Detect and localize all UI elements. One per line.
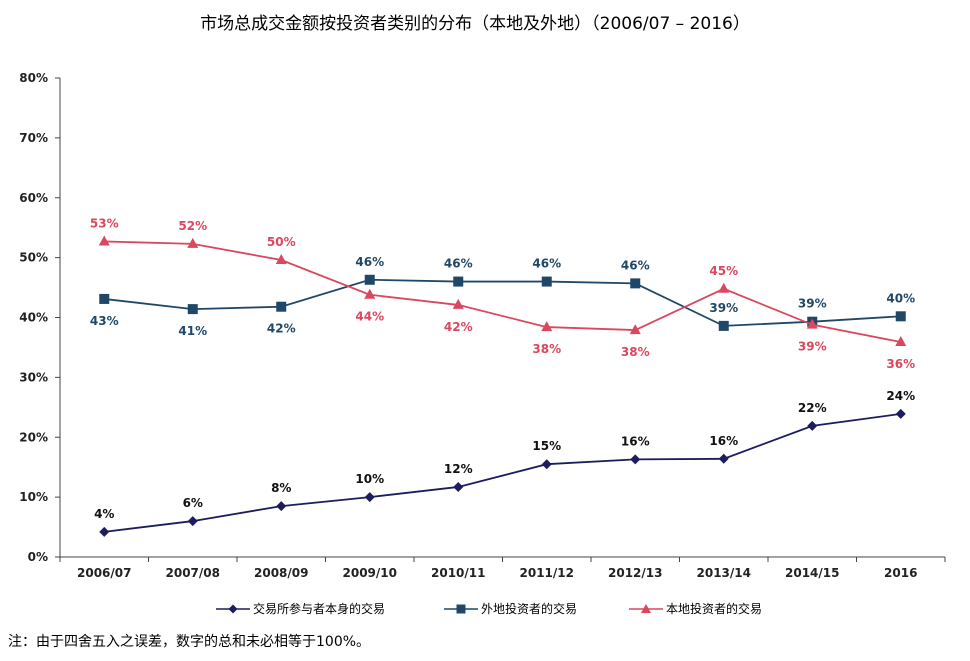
data-label: 53% — [90, 216, 119, 230]
x-tick-label: 2013/14 — [697, 566, 751, 580]
data-point — [452, 298, 464, 309]
data-label: 42% — [444, 320, 473, 334]
y-tick-label: 80% — [19, 71, 48, 85]
legend-label: 外地投资者的交易 — [481, 601, 577, 616]
data-point — [806, 318, 818, 329]
x-tick-label: 2014/15 — [785, 566, 839, 580]
chart-title: 市场总成交金额按投资者类别的分布（本地及外地）（2006/07 – 2016） — [200, 14, 750, 34]
data-label: 52% — [178, 219, 207, 233]
data-point — [895, 408, 906, 419]
data-label: 46% — [355, 255, 384, 269]
data-label: 46% — [532, 257, 561, 271]
data-point — [895, 311, 906, 322]
x-tick-label: 2009/10 — [343, 566, 397, 580]
data-point — [276, 301, 287, 312]
data-label: 38% — [621, 345, 650, 359]
data-point — [364, 274, 375, 285]
y-tick-label: 60% — [19, 191, 48, 205]
x-tick-label: 2011/12 — [520, 566, 574, 580]
y-tick-label: 0% — [28, 550, 48, 564]
data-label: 39% — [798, 297, 827, 311]
y-tick-label: 30% — [19, 370, 48, 384]
data-label: 46% — [444, 257, 473, 271]
data-label: 46% — [621, 258, 650, 272]
x-tick-label: 2007/08 — [166, 566, 220, 580]
data-point — [453, 481, 464, 492]
legend-label: 本地投资者的交易 — [666, 601, 762, 616]
data-label: 50% — [267, 235, 296, 249]
data-point — [187, 516, 198, 527]
data-label: 38% — [532, 342, 561, 356]
data-label: 24% — [886, 389, 915, 403]
y-tick-label: 10% — [19, 490, 48, 504]
data-point — [718, 282, 730, 293]
series-line-3 — [104, 240, 901, 343]
data-point — [718, 320, 729, 331]
legend-item-participants: 交易所参与者本身的交易 — [216, 601, 385, 616]
data-point — [275, 254, 287, 265]
data-point — [276, 501, 287, 512]
data-point — [895, 336, 907, 347]
legend-item-foreign: 外地投资者的交易 — [444, 601, 577, 616]
x-tick-label: 2008/09 — [254, 566, 308, 580]
x-tick-label: 2012/13 — [608, 566, 662, 580]
x-tick-label: 2010/11 — [431, 566, 485, 580]
series-line-2 — [104, 278, 901, 327]
data-label: 36% — [886, 357, 915, 371]
data-label: 10% — [355, 472, 384, 486]
legend-item-local: 本地投资者的交易 — [629, 601, 762, 616]
data-label: 42% — [267, 322, 296, 336]
data-point — [630, 278, 641, 289]
data-point — [364, 492, 375, 503]
data-label: 16% — [709, 434, 738, 448]
square-marker-icon — [456, 604, 466, 614]
x-tick-label: 2006/07 — [77, 566, 131, 580]
data-label: 45% — [709, 264, 738, 278]
data-label: 6% — [183, 496, 203, 510]
data-point — [187, 237, 199, 248]
data-label: 4% — [94, 507, 114, 521]
data-label: 39% — [798, 340, 827, 354]
data-point — [630, 454, 641, 465]
data-label: 16% — [621, 434, 650, 448]
data-point — [541, 459, 552, 470]
y-tick-label: 50% — [19, 251, 48, 265]
series-group — [98, 235, 907, 537]
data-label: 43% — [90, 314, 119, 328]
data-point — [453, 276, 464, 287]
data-label: 12% — [444, 462, 473, 476]
data-point — [629, 324, 641, 335]
legend-label: 交易所参与者本身的交易 — [253, 601, 385, 616]
triangle-marker-icon — [641, 604, 651, 613]
data-label: 40% — [886, 291, 915, 305]
data-point — [98, 235, 110, 246]
y-tick-label: 20% — [19, 430, 48, 444]
y-axis: 0% 10% 20% 30% 40% 50% 60% 70% 80% — [19, 71, 60, 564]
data-label: 15% — [532, 439, 561, 453]
data-label: 39% — [709, 301, 738, 315]
data-point — [364, 288, 376, 299]
data-point — [187, 304, 198, 315]
data-label: 44% — [355, 310, 384, 324]
y-tick-label: 40% — [19, 311, 48, 325]
data-point — [99, 526, 110, 537]
diamond-marker-icon — [228, 604, 238, 614]
x-axis: 2006/07 2007/08 2008/09 2009/10 2010/11 2011/… — [59, 557, 946, 580]
x-tick-label: 2016 — [884, 566, 917, 580]
data-label: 41% — [178, 324, 207, 338]
data-label: 8% — [271, 481, 291, 495]
data-point — [541, 276, 552, 287]
data-point — [807, 420, 818, 431]
data-point — [541, 321, 553, 332]
y-tick-label: 70% — [19, 131, 48, 145]
footnote: 注：由于四舍五入之误差，数字的总和未必相等于100%。 — [8, 634, 371, 650]
legend: 交易所参与者本身的交易 外地投资者的交易 本地投资者的交易 — [216, 601, 762, 616]
data-label: 22% — [798, 401, 827, 415]
data-point — [718, 453, 729, 464]
data-point — [99, 293, 110, 304]
data-labels: 4% 6% 8% 10% 12% 15% 16% 16% 22% 24% 43% 41% 42% 46% 4… — [90, 216, 915, 520]
series-line-1 — [104, 413, 901, 533]
